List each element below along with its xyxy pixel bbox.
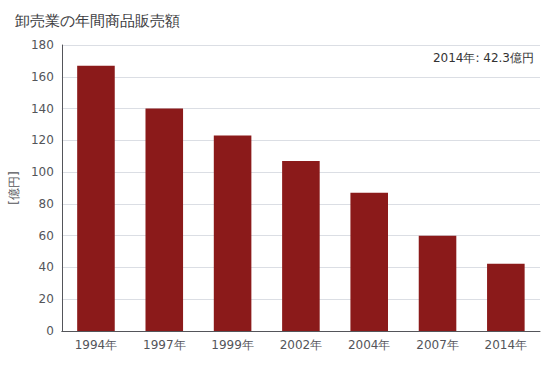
svg-text:60: 60 [39,229,54,243]
svg-text:160: 160 [31,70,54,84]
svg-text:[億円]: [億円] [7,171,21,204]
svg-text:40: 40 [39,260,54,274]
svg-text:2014年: 2014年 [485,338,528,352]
svg-text:2002年: 2002年 [280,338,323,352]
svg-text:1994年: 1994年 [75,338,118,352]
svg-text:180: 180 [31,38,54,52]
svg-text:1997年: 1997年 [143,338,186,352]
svg-text:20: 20 [39,292,54,306]
svg-text:100: 100 [31,165,54,179]
svg-text:2014年: 42.3億円: 2014年: 42.3億円 [433,51,534,65]
svg-text:2004年: 2004年 [348,338,391,352]
svg-text:1999年: 1999年 [211,338,254,352]
svg-text:2007年: 2007年 [416,338,459,352]
svg-text:140: 140 [31,102,54,116]
svg-text:80: 80 [39,197,54,211]
svg-text:120: 120 [31,133,54,147]
svg-text:卸売業の年間商品販売額: 卸売業の年間商品販売額 [15,12,180,30]
svg-text:0: 0 [46,324,54,338]
